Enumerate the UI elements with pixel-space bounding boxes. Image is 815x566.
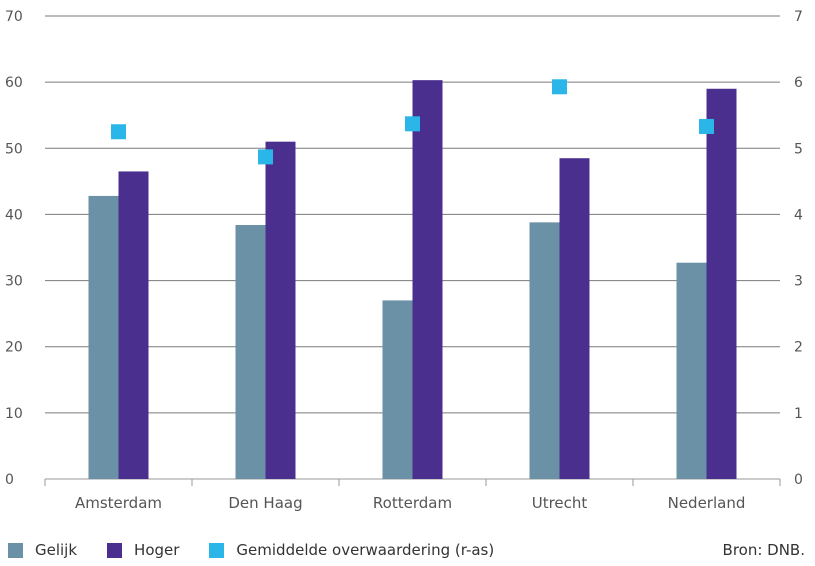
marker-overwaardering — [111, 124, 126, 140]
y-right-tick-label: 0 — [794, 472, 803, 488]
legend-label-hoger: Hoger — [134, 541, 180, 559]
y-left-tick-label: 30 — [5, 274, 23, 290]
legend: Gelijk Hoger Gemiddelde overwaardering (… — [8, 541, 524, 559]
bar-gelijk — [88, 195, 119, 479]
x-category-label: Amsterdam — [75, 494, 162, 512]
bar-gelijk — [382, 300, 413, 479]
legend-swatch-overwaardering — [209, 542, 225, 558]
y-left-tick-label: 10 — [5, 406, 23, 422]
legend-label-overwaardering: Gemiddelde overwaardering (r-as) — [236, 541, 495, 559]
bar-hoger — [265, 141, 296, 479]
legend-swatch-hoger — [107, 542, 123, 558]
legend-item-hoger: Hoger — [107, 541, 179, 559]
x-category-label: Rotterdam — [373, 494, 452, 512]
y-right-tick-label: 4 — [794, 207, 803, 223]
y-right-tick-label: 2 — [794, 340, 803, 356]
x-category-label: Nederland — [668, 494, 746, 512]
legend-item-overwaardering: Gemiddelde overwaardering (r-as) — [209, 541, 494, 559]
marker-overwaardering — [258, 149, 273, 165]
y-right-tick-label: 3 — [794, 274, 803, 290]
y-right-tick-label: 6 — [794, 75, 803, 91]
bar-gelijk — [235, 225, 266, 479]
y-left-tick-label: 60 — [5, 75, 23, 91]
source-note: Bron: DNB. — [722, 541, 805, 559]
chart: 0 10 20 30 40 50 60 70 0 1 2 3 4 5 6 7 Amsterdam Den Haag… — [5, 9, 803, 512]
bar-gelijk — [676, 262, 707, 479]
legend-label-gelijk: Gelijk — [35, 541, 78, 559]
marker-overwaardering — [405, 116, 420, 132]
marker-overwaardering — [552, 79, 567, 95]
x-category-label: Utrecht — [532, 494, 588, 512]
bar-hoger — [412, 80, 443, 479]
y-left-tick-label: 50 — [5, 141, 23, 157]
legend-item-gelijk: Gelijk — [8, 541, 77, 559]
y-left-tick-label: 0 — [5, 472, 14, 488]
bar-hoger — [118, 171, 149, 479]
y-left-tick-label: 20 — [5, 340, 23, 356]
bar-hoger — [706, 88, 737, 479]
bar-gelijk — [529, 222, 560, 479]
y-right-tick-label: 5 — [794, 141, 803, 157]
y-right-tick-label: 7 — [794, 9, 803, 25]
y-right-tick-label: 1 — [794, 406, 803, 422]
x-category-label: Den Haag — [228, 494, 302, 512]
bar-hoger — [559, 158, 590, 479]
y-left-tick-label: 70 — [5, 9, 23, 25]
marker-overwaardering — [699, 118, 714, 134]
legend-swatch-gelijk — [8, 542, 23, 558]
y-left-tick-label: 40 — [5, 207, 23, 223]
